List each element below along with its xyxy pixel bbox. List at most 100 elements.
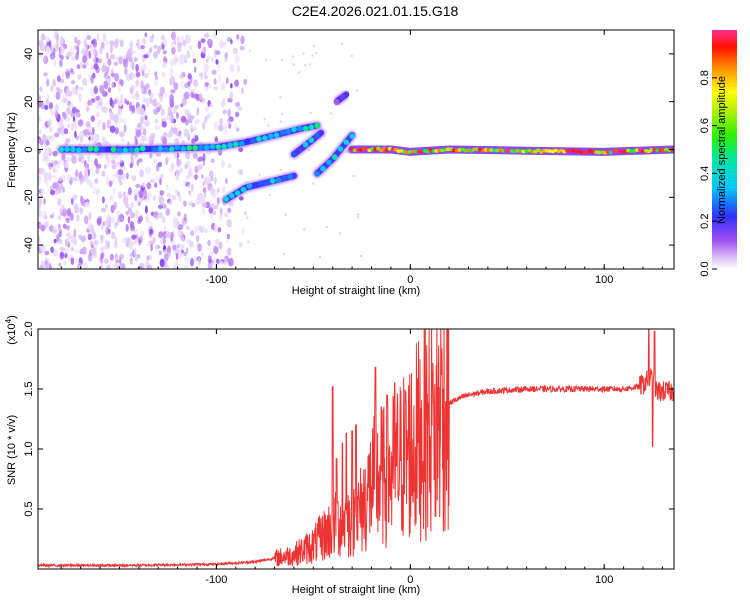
noise-dot: [188, 241, 194, 248]
noise-dot: [146, 255, 150, 261]
noise-dot: [39, 86, 43, 92]
noise-dot: [156, 106, 160, 113]
noise-dot: [230, 83, 233, 89]
noise-dot: [114, 127, 119, 135]
noise-dot: [188, 183, 191, 189]
noise-dot: [155, 118, 159, 124]
noise-dot: [139, 107, 145, 116]
noise-dot: [227, 258, 231, 267]
noise-dot: [162, 136, 168, 146]
noise-dot: [181, 97, 187, 106]
noise-dot: [159, 86, 165, 95]
track-blob: [343, 139, 350, 145]
noise-dot: [104, 204, 109, 209]
noise-dot: [208, 251, 214, 256]
noise-dot: [135, 90, 139, 98]
track-blob: [238, 140, 245, 147]
noise-dot: [175, 174, 179, 181]
noise-dot: [53, 59, 57, 67]
noise-dot: [60, 36, 64, 45]
noise-dot: [229, 64, 235, 73]
noise-dot: [192, 51, 196, 57]
noise-dot: [102, 90, 106, 98]
noise-dot: [170, 67, 173, 77]
noise-dot: [136, 199, 140, 206]
track-blob: [234, 190, 241, 196]
noise-dot: [172, 127, 178, 135]
noise-dot: [153, 51, 158, 59]
noise-dot: [117, 107, 122, 116]
noise-dot: [40, 224, 46, 232]
noise-dot: [43, 198, 46, 205]
noise-dot: [120, 156, 123, 164]
noise-dot: [73, 228, 77, 238]
noise-dot: [221, 186, 226, 193]
noise-dot: [167, 106, 173, 114]
track-blob: [203, 144, 210, 151]
noise-dot: [177, 43, 182, 53]
noise-dot: [148, 254, 153, 261]
noise-dot: [75, 111, 81, 118]
noise-dot: [91, 244, 94, 249]
noise-dot: [137, 266, 143, 269]
noise-dot: [175, 252, 179, 261]
noise-dot: [90, 39, 96, 45]
track-blob: [314, 122, 321, 129]
noise-dot: [51, 229, 58, 234]
noise-dot: [131, 234, 137, 240]
colorbar-tick-label: 0.2: [699, 214, 711, 229]
noise-dot: [39, 264, 45, 269]
noise-dot: [114, 73, 119, 82]
noise-dot: [142, 128, 147, 136]
noise-dot: [181, 35, 184, 42]
noise-dot: [50, 189, 56, 196]
noise-dot: [90, 74, 94, 84]
track-blob: [302, 141, 309, 148]
noise-dot: [219, 39, 224, 49]
noise-dot: [128, 105, 134, 112]
noise-dot: [173, 56, 177, 66]
noise-dot: [176, 128, 180, 133]
track-blob: [337, 146, 344, 152]
noise-dot: [175, 132, 181, 137]
noise-dot: [176, 112, 179, 119]
noise-dot: [59, 59, 63, 68]
noise-dot: [152, 195, 156, 201]
noise-dot: [117, 117, 124, 124]
noise-dot: [151, 34, 155, 39]
noise-dot: [218, 124, 224, 132]
track-blob: [275, 177, 282, 184]
noise-dot: [210, 57, 214, 63]
noise-dot: [89, 166, 94, 173]
noise-dot: [61, 71, 65, 79]
noise-dot: [187, 73, 192, 80]
noise-dot: [219, 211, 223, 221]
noise-dot: [202, 46, 207, 55]
noise-dot: [153, 211, 158, 219]
track-blob: [110, 146, 117, 153]
noise-dot: [154, 125, 160, 131]
noise-dot: [177, 228, 182, 238]
noise-dot: [188, 166, 193, 176]
noise-dot: [114, 222, 117, 230]
noise-dot: [315, 51, 318, 55]
noise-dot: [79, 206, 84, 216]
noise-dot: [188, 45, 193, 51]
noise-dot: [179, 53, 185, 62]
noise-dot: [200, 38, 206, 43]
noise-dot: [38, 115, 41, 124]
noise-dot: [304, 63, 307, 67]
noise-dot: [325, 225, 329, 229]
noise-dot: [197, 164, 203, 170]
noise-dot: [356, 216, 360, 219]
noise-dot: [39, 167, 46, 175]
track-blob: [281, 175, 288, 181]
noise-dot: [57, 198, 62, 206]
noise-dot: [38, 197, 42, 207]
noise-dot: [210, 158, 215, 163]
noise-dot: [144, 32, 148, 38]
noise-dot: [155, 245, 158, 254]
noise-dot: [49, 134, 55, 142]
noise-dot: [98, 119, 102, 125]
noise-dot: [355, 89, 359, 92]
